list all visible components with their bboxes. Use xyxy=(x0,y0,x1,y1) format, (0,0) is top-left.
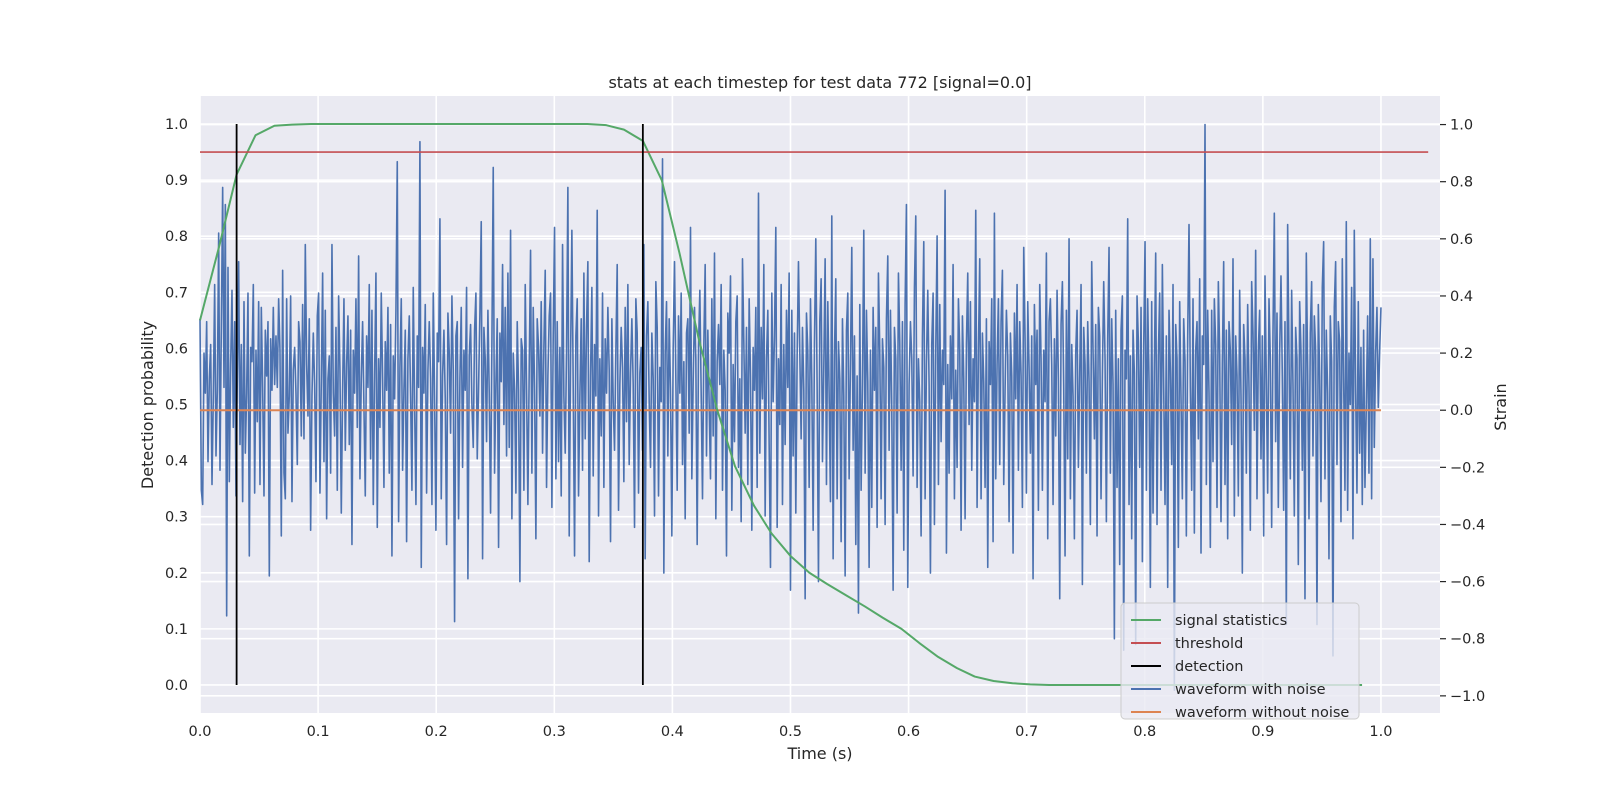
y-tick-label: 0.3 xyxy=(165,510,188,526)
x-tick-label: 1.0 xyxy=(1369,724,1392,740)
y2-tick-label: 0.6 xyxy=(1450,232,1473,248)
y-tick-label: 1.0 xyxy=(165,117,188,133)
y-axis-ticks: 0.0 0.1 0.2 0.3 0.4 0.5 0.6 0.7 0.8 0.9 1.0 xyxy=(165,117,188,694)
y-tick-label: 0.9 xyxy=(165,173,188,189)
y-tick-label: 0.1 xyxy=(165,622,188,638)
x-tick-label: 0.0 xyxy=(188,724,211,740)
y2-tick-label: −0.2 xyxy=(1450,460,1485,476)
y2-tick-label: −1.0 xyxy=(1450,689,1485,705)
legend-label: signal statistics xyxy=(1175,613,1287,629)
y2-tick-label: 1.0 xyxy=(1450,118,1473,134)
y-tick-label: 0.7 xyxy=(165,285,188,301)
chart-title: stats at each timestep for test data 772… xyxy=(608,73,1031,92)
y-tick-label: 0.0 xyxy=(165,678,188,694)
legend: signal statistics threshold detection wavef… xyxy=(1120,602,1360,721)
y2-axis-ticks: −1.0 −0.8 −0.6 −0.4 −0.2 0.0 0.2 0.4 0.6 0.8 1.0 xyxy=(1440,118,1485,705)
y2-tick-label: 0.2 xyxy=(1450,346,1473,362)
x-tick-label: 0.4 xyxy=(661,724,684,740)
x-tick-label: 0.2 xyxy=(425,724,448,740)
x-tick-label: 0.3 xyxy=(543,724,566,740)
legend-label: waveform without noise xyxy=(1175,705,1349,721)
y2-tick-label: 0.8 xyxy=(1450,175,1473,191)
x-tick-label: 0.5 xyxy=(779,724,802,740)
x-tick-label: 0.6 xyxy=(897,724,920,740)
y-tick-label: 0.2 xyxy=(165,566,188,582)
y-axis-label: Detection probability xyxy=(138,321,157,489)
x-tick-label: 0.1 xyxy=(307,724,330,740)
y2-tick-label: 0.0 xyxy=(1450,403,1473,419)
x-axis-label: Time (s) xyxy=(786,744,852,763)
legend-label: detection xyxy=(1175,659,1243,675)
waveform-with-noise-line xyxy=(199,123,1382,691)
y-tick-label: 0.8 xyxy=(165,229,188,245)
legend-label: threshold xyxy=(1175,636,1243,652)
y-tick-label: 0.6 xyxy=(165,341,188,357)
legend-box xyxy=(1120,602,1360,720)
y-tick-label: 0.5 xyxy=(165,398,188,414)
x-tick-label: 0.8 xyxy=(1133,724,1156,740)
y2-tick-label: −0.8 xyxy=(1450,632,1485,648)
y2-tick-label: −0.6 xyxy=(1450,575,1485,591)
y2-tick-label: −0.4 xyxy=(1450,517,1485,533)
x-tick-label: 0.7 xyxy=(1015,724,1038,740)
y2-tick-label: 0.4 xyxy=(1450,289,1473,305)
legend-label: waveform with noise xyxy=(1175,682,1326,698)
y2-axis-label: Strain xyxy=(1491,383,1510,430)
x-tick-label: 0.9 xyxy=(1251,724,1274,740)
y-tick-label: 0.4 xyxy=(165,454,188,470)
x-axis-ticks: 0.0 0.1 0.2 0.3 0.4 0.5 0.6 0.7 0.8 0.9 1.0 xyxy=(188,724,1392,740)
